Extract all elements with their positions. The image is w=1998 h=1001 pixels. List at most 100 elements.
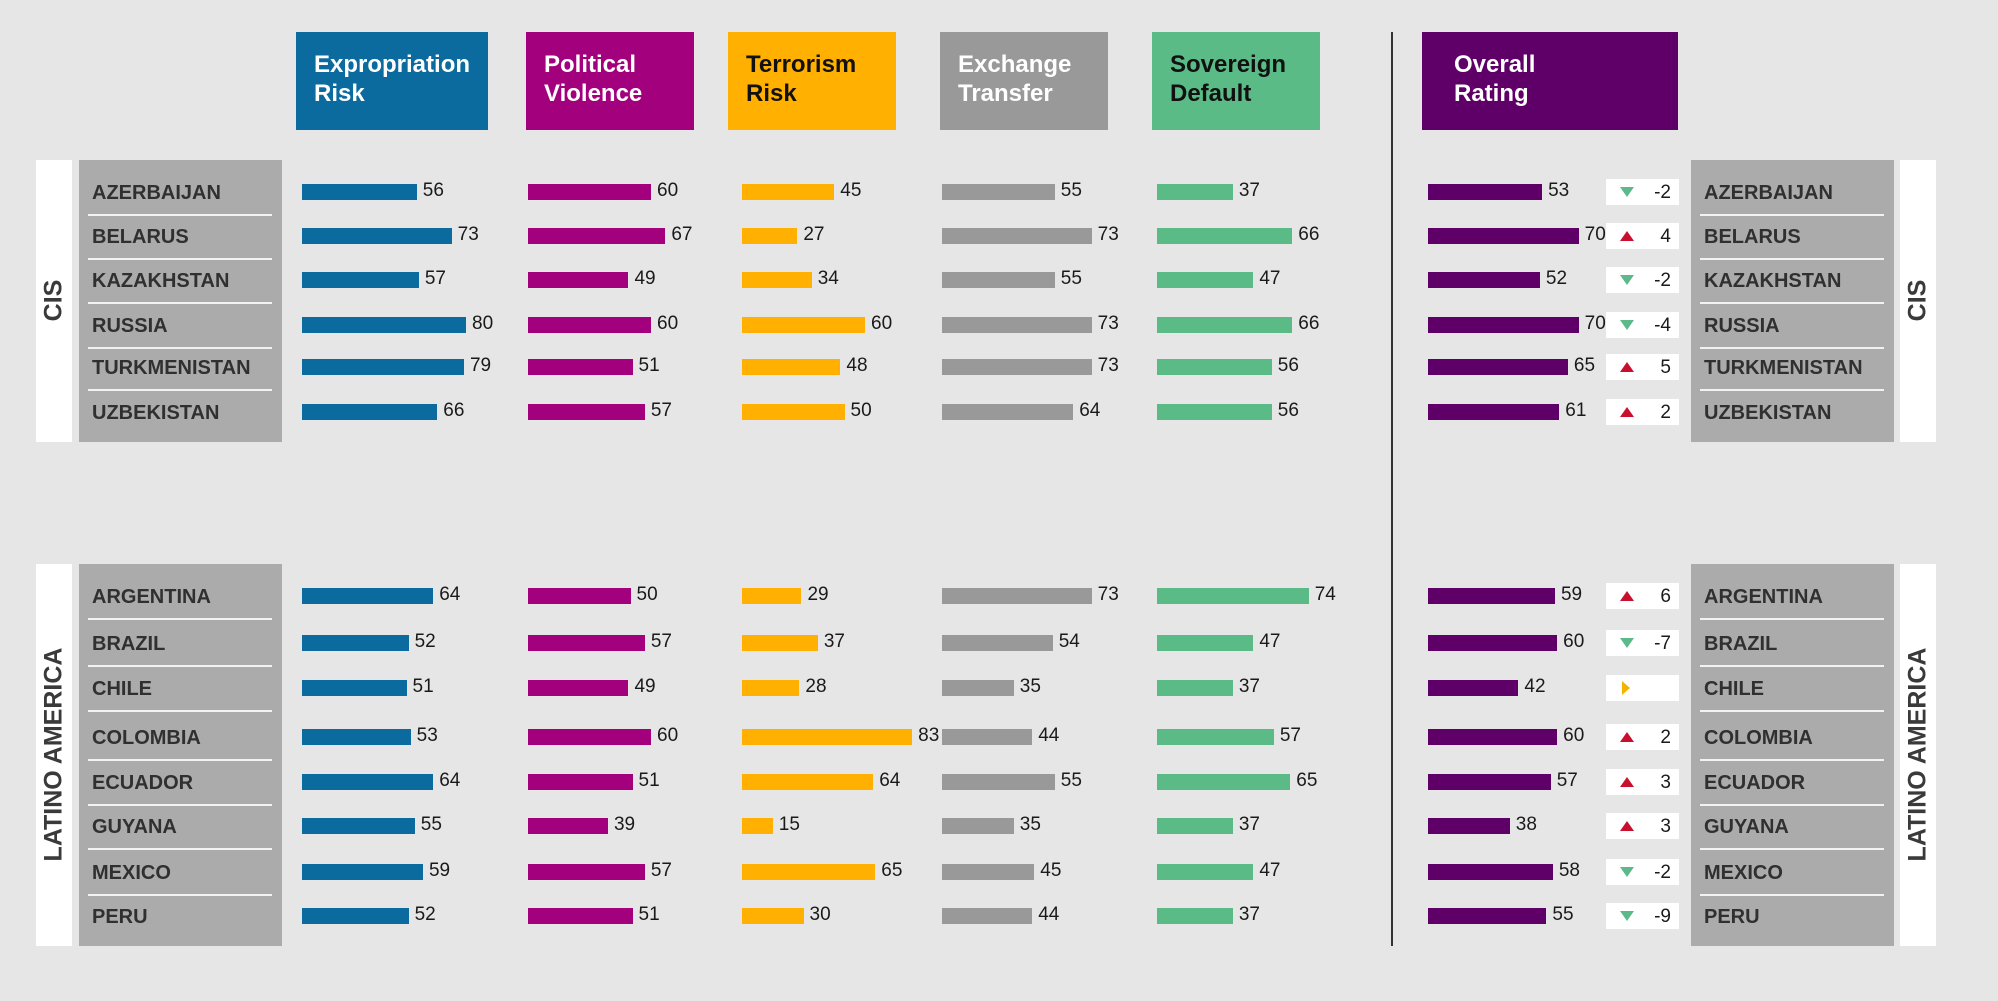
- value-sovereign-guyana: 37: [1238, 814, 1260, 835]
- bar-terrorism-uzbekistan: [742, 404, 845, 420]
- trend-up-icon: [1620, 362, 1634, 372]
- bar-expropriation-uzbekistan: [302, 404, 438, 420]
- trend-up-icon: [1620, 732, 1634, 742]
- change-value: -9: [1654, 906, 1671, 927]
- country-name-right-argentina: ARGENTINA: [1704, 586, 1823, 608]
- bar-expropriation-argentina: [302, 588, 434, 604]
- value-expropriation-argentina: 64: [439, 584, 461, 605]
- country-name-left-azerbaijan: AZERBAIJAN: [92, 182, 221, 204]
- bar-expropriation-mexico: [302, 864, 423, 880]
- value-terrorism-guyana: 15: [778, 814, 800, 835]
- change-value: 3: [1660, 816, 1671, 837]
- bar-overall-mexico: [1428, 864, 1553, 880]
- bar-exchange-turkmenistan: [942, 359, 1092, 375]
- value-terrorism-belarus: 27: [803, 224, 825, 245]
- bar-political-chile: [528, 680, 629, 696]
- bar-exchange-chile: [942, 680, 1014, 696]
- bar-terrorism-mexico: [742, 864, 876, 880]
- value-overall-guyana: 38: [1515, 814, 1537, 835]
- trend-up-icon: [1620, 231, 1634, 241]
- bar-sovereign-mexico: [1157, 864, 1254, 880]
- bar-expropriation-colombia: [302, 729, 411, 745]
- bar-expropriation-brazil: [302, 635, 409, 651]
- change-value: -2: [1654, 270, 1671, 291]
- value-terrorism-argentina: 29: [807, 584, 829, 605]
- bar-overall-guyana: [1428, 818, 1510, 834]
- change-indicator-turkmenistan: 5: [1606, 354, 1679, 380]
- bar-political-colombia: [528, 729, 651, 745]
- bar-overall-chile: [1428, 680, 1519, 696]
- value-expropriation-azerbaijan: 56: [422, 180, 444, 201]
- country-name-right-chile: CHILE: [1704, 678, 1764, 700]
- country-separator: [88, 214, 272, 216]
- value-sovereign-argentina: 74: [1314, 584, 1336, 605]
- value-expropriation-mexico: 59: [428, 860, 451, 881]
- bar-terrorism-kazakhstan: [742, 272, 812, 288]
- change-indicator-peru: -9: [1606, 903, 1679, 929]
- trend-down-icon: [1620, 320, 1634, 330]
- bar-terrorism-azerbaijan: [742, 184, 835, 200]
- country-separator: [1700, 848, 1884, 850]
- value-exchange-brazil: 54: [1058, 631, 1080, 652]
- country-name-right-turkmenistan: TURKMENISTAN: [1704, 357, 1863, 379]
- bar-terrorism-chile: [742, 680, 800, 696]
- country-separator: [1700, 894, 1884, 896]
- trend-up-icon: [1620, 821, 1634, 831]
- bar-political-peru: [528, 908, 633, 924]
- bar-overall-turkmenistan: [1428, 359, 1568, 375]
- value-expropriation-belarus: 73: [457, 224, 479, 245]
- bar-exchange-mexico: [942, 864, 1035, 880]
- country-panel-left: [79, 160, 282, 442]
- bar-exchange-brazil: [942, 635, 1053, 651]
- bar-sovereign-kazakhstan: [1157, 272, 1254, 288]
- value-terrorism-colombia: 83: [918, 725, 940, 746]
- value-terrorism-ecuador: 64: [879, 770, 901, 791]
- region-strip-right: [1900, 160, 1936, 442]
- country-separator: [1700, 258, 1884, 260]
- value-terrorism-uzbekistan: 50: [850, 400, 872, 421]
- value-overall-chile: 42: [1524, 676, 1546, 697]
- trend-up-icon: [1620, 777, 1634, 787]
- country-name-left-russia: RUSSIA: [92, 315, 168, 337]
- value-sovereign-uzbekistan: 56: [1277, 400, 1299, 421]
- country-name-left-turkmenistan: TURKMENISTAN: [92, 357, 251, 379]
- bar-expropriation-peru: [302, 908, 409, 924]
- country-name-left-peru: PERU: [92, 906, 148, 928]
- region-label-right-latino-america: LATINO AMERICA: [1903, 647, 1932, 862]
- bar-political-azerbaijan: [528, 184, 651, 200]
- value-exchange-russia: 73: [1097, 313, 1119, 334]
- country-separator: [88, 894, 272, 896]
- country-separator: [88, 618, 272, 620]
- value-overall-belarus: 70: [1584, 224, 1606, 245]
- country-name-right-russia: RUSSIA: [1704, 315, 1780, 337]
- trend-down-icon: [1620, 187, 1634, 197]
- bar-political-russia: [528, 317, 651, 333]
- bar-exchange-belarus: [942, 228, 1092, 244]
- trend-flat-icon: [1622, 681, 1630, 695]
- value-political-turkmenistan: 51: [638, 355, 660, 376]
- country-separator: [1700, 759, 1884, 761]
- bar-sovereign-belarus: [1157, 228, 1293, 244]
- header-political-violence: Political Violence: [526, 32, 694, 130]
- change-value: 5: [1660, 357, 1671, 378]
- bar-overall-belarus: [1428, 228, 1579, 244]
- bar-terrorism-ecuador: [742, 774, 874, 790]
- bar-overall-ecuador: [1428, 774, 1551, 790]
- bar-terrorism-russia: [742, 317, 865, 333]
- country-panel-right: [1691, 160, 1894, 442]
- bar-overall-russia: [1428, 317, 1579, 333]
- value-exchange-chile: 35: [1019, 676, 1041, 697]
- region-label-left-latino-america: LATINO AMERICA: [39, 647, 68, 862]
- value-political-belarus: 67: [671, 224, 693, 245]
- bar-sovereign-guyana: [1157, 818, 1233, 834]
- bar-expropriation-turkmenistan: [302, 359, 464, 375]
- country-separator: [88, 302, 272, 304]
- trend-down-icon: [1620, 275, 1634, 285]
- value-expropriation-brazil: 52: [414, 631, 436, 652]
- value-overall-brazil: 60: [1563, 631, 1585, 652]
- value-expropriation-ecuador: 64: [439, 770, 461, 791]
- value-sovereign-russia: 66: [1298, 313, 1320, 334]
- value-overall-colombia: 60: [1563, 725, 1585, 746]
- value-overall-argentina: 59: [1560, 584, 1583, 605]
